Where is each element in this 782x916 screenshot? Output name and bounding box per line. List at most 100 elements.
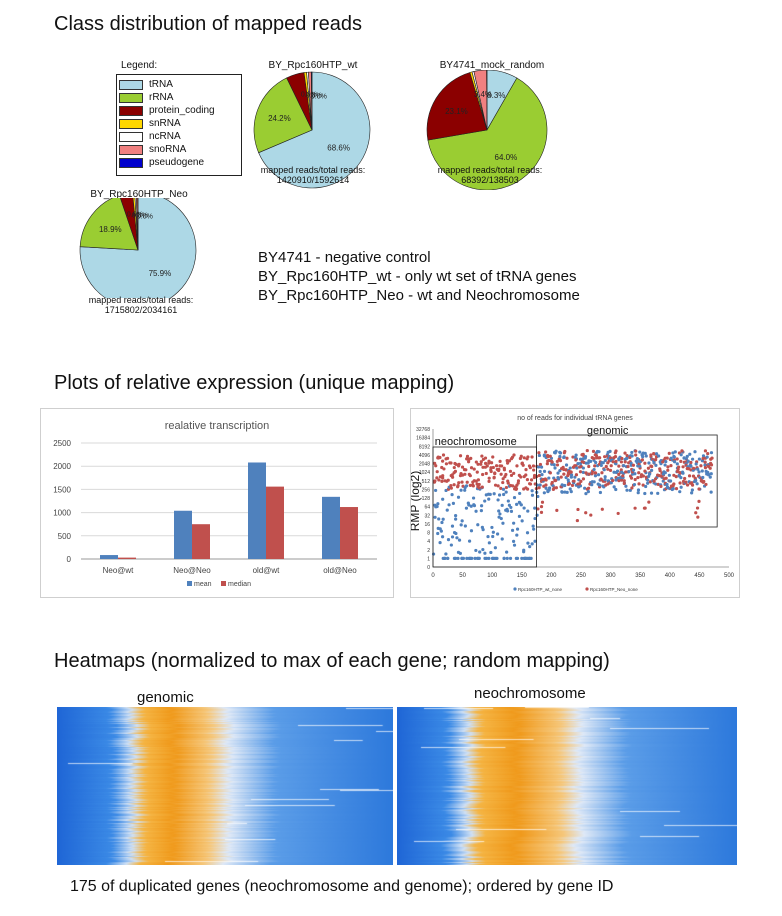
scatter-point-wt — [535, 513, 539, 517]
scatter-point-wt — [439, 529, 443, 533]
legend-label: snoRNA — [149, 144, 187, 155]
scatter-point-neo — [445, 456, 450, 460]
scatter-point-wt — [643, 451, 647, 455]
scatter-point-wt — [456, 495, 461, 499]
scatter-point-neo — [460, 480, 464, 484]
scatter-point-wt — [467, 503, 471, 507]
scatter-point-neo — [703, 449, 708, 453]
scatter-point-neo — [519, 475, 523, 479]
scatter-point-neo — [476, 478, 480, 482]
scatter-point-wt — [569, 475, 573, 479]
scatter-point-neo — [506, 461, 510, 465]
legend-swatch — [119, 118, 143, 129]
scatter-point-wt — [483, 551, 487, 555]
scatter-point-wt — [638, 450, 642, 454]
y-tick-label: 64 — [424, 505, 430, 511]
scatter-point-wt — [536, 465, 541, 469]
scatter-point-neo — [469, 456, 473, 460]
scatter-point-neo — [454, 462, 458, 467]
scatter-point-wt — [603, 475, 607, 479]
scatter-point-wt — [564, 463, 569, 467]
scatter-point-wt — [603, 478, 607, 482]
genomic-box — [536, 434, 718, 528]
scatter-point-neo — [463, 472, 467, 476]
scatter-point-wt — [487, 541, 491, 545]
legend-label: protein_coding — [149, 105, 215, 116]
scatter-point-neo — [633, 506, 637, 510]
scatter-point-wt — [573, 475, 577, 479]
scatter-point-neo — [521, 463, 525, 467]
scatter-point-neo — [697, 499, 701, 503]
scatter-point-wt — [458, 551, 462, 556]
scatter-title: no of reads for individual tRNA genes — [517, 415, 633, 422]
legend-item: pseudogene — [117, 156, 241, 169]
scatter-point-neo — [681, 465, 685, 469]
scatter-point-neo — [702, 479, 706, 484]
scatter-point-wt — [535, 483, 539, 487]
scatter-point-neo — [634, 449, 638, 453]
scatter-point-wt — [496, 498, 500, 502]
scatter-point-wt — [603, 458, 607, 463]
scatter-point-neo — [537, 473, 542, 478]
scatter-legend-label: Rpc160HTP_wt_none — [518, 587, 563, 592]
y-tick-label: 2000 — [53, 462, 71, 471]
scatter-point-wt — [601, 461, 605, 465]
scatter-point-wt — [526, 541, 530, 545]
scatter-point-wt — [485, 556, 489, 560]
x-tick-label: old@wt — [253, 566, 281, 575]
scatter-point-neo — [636, 475, 640, 480]
scatter-point-neo — [622, 481, 626, 486]
scatter-point-neo — [574, 458, 578, 462]
scatter-point-neo — [706, 451, 710, 456]
scatter-point-wt — [537, 453, 542, 458]
x-tick-label: 0 — [431, 573, 435, 579]
pie-note1-neo: mapped reads/total reads: — [88, 295, 194, 305]
scatter-point-wt — [437, 517, 441, 521]
x-tick-label: 450 — [694, 573, 705, 579]
scatter-point-wt — [486, 534, 490, 539]
scatter-point-neo — [435, 470, 439, 474]
scatter-point-wt — [624, 484, 628, 488]
scatter-point-wt — [498, 512, 502, 516]
scatter-point-neo — [595, 456, 599, 460]
scatter-point-neo — [548, 454, 552, 458]
scatter-point-wt — [431, 552, 436, 556]
scatter-point-wt — [478, 550, 482, 554]
scatter-point-neo — [548, 471, 552, 475]
scatter-point-neo — [592, 456, 596, 461]
scatter-point-wt — [502, 556, 506, 560]
scatter-point-wt — [492, 492, 496, 496]
scatter-point-neo — [457, 462, 461, 466]
scatter-point-wt — [539, 465, 544, 469]
scatter-point-neo — [490, 461, 494, 465]
scatter-point-neo — [452, 465, 456, 470]
pie-slice-protein_coding — [120, 198, 139, 251]
scatter-point-neo — [477, 486, 481, 490]
scatter-point-wt — [679, 476, 683, 480]
y-axis-label: RMP (log2) — [411, 471, 422, 531]
x-tick-label: 500 — [724, 573, 735, 579]
scatter-point-wt — [581, 466, 585, 470]
scatter-point-neo — [690, 483, 695, 487]
scatter-point-neo — [641, 474, 645, 478]
scatter-point-neo — [456, 484, 460, 488]
scatter-point-neo — [608, 468, 613, 472]
scatter-point-neo — [468, 483, 472, 487]
scatter-legend-label: Rpc160HTP_Neo_none — [590, 587, 638, 592]
scatter-point-neo — [484, 471, 488, 476]
scatter-point-neo — [646, 466, 651, 470]
bar-mean-old@Neo — [322, 496, 340, 559]
scatter-point-neo — [499, 472, 503, 476]
scatter-point-wt — [576, 462, 580, 466]
scatter-point-wt — [497, 509, 501, 513]
scatter-point-wt — [562, 455, 566, 459]
scatter-point-neo — [674, 475, 678, 479]
scatter-point-wt — [491, 530, 495, 534]
scatter-point-neo — [649, 464, 653, 468]
scatter-point-wt — [654, 482, 658, 486]
scatter-point-neo — [554, 486, 558, 490]
scatter-point-wt — [436, 531, 440, 536]
scatter-point-neo — [531, 464, 536, 468]
legend-item: rRNA — [117, 91, 241, 104]
y-tick-label: 16 — [424, 522, 430, 528]
